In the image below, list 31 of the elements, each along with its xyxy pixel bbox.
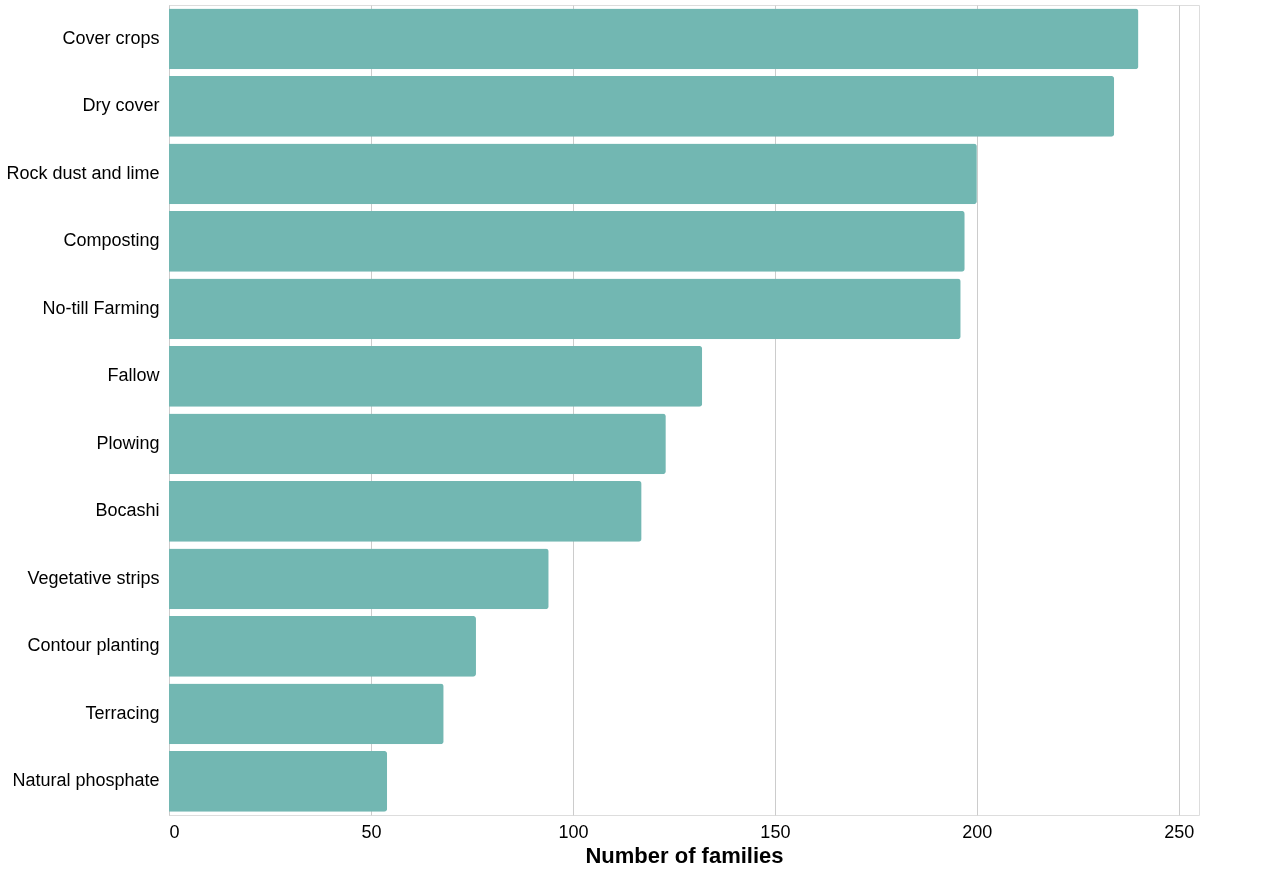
x-tick-label: 150 — [760, 821, 791, 842]
y-tick-label: Dry cover — [82, 95, 160, 116]
y-tick-label: Terracing — [85, 702, 160, 723]
x-tick-label: 200 — [962, 821, 993, 842]
bar — [169, 750, 388, 812]
y-tick-label: Contour planting — [27, 635, 160, 656]
bar — [169, 548, 549, 610]
bar — [169, 75, 1115, 137]
y-tick-label: Bocashi — [95, 500, 160, 521]
y-tick-label: Composting — [63, 230, 160, 251]
y-tick-label: Plowing — [96, 432, 160, 453]
x-tick-label: 50 — [361, 821, 382, 842]
y-tick-label: Natural phosphate — [12, 770, 160, 791]
y-tick-label: Rock dust and lime — [6, 162, 160, 183]
y-tick-label: Cover crops — [62, 27, 160, 48]
bar — [169, 480, 642, 542]
bar — [169, 210, 965, 272]
bar — [169, 413, 666, 475]
bar — [169, 615, 476, 677]
y-tick-label: Vegetative strips — [27, 567, 160, 588]
y-tick-label: Fallow — [107, 365, 161, 386]
bar — [169, 683, 444, 745]
bar — [169, 345, 703, 407]
x-tick-label: 0 — [169, 821, 180, 842]
bar — [169, 143, 977, 205]
bar — [169, 8, 1139, 70]
y-tick-label: No-till Farming — [42, 297, 160, 318]
x-tick-label: 100 — [558, 821, 589, 842]
bar — [169, 278, 961, 340]
x-tick-label: 250 — [1164, 821, 1195, 842]
x-axis-title: Number of families — [585, 842, 784, 868]
